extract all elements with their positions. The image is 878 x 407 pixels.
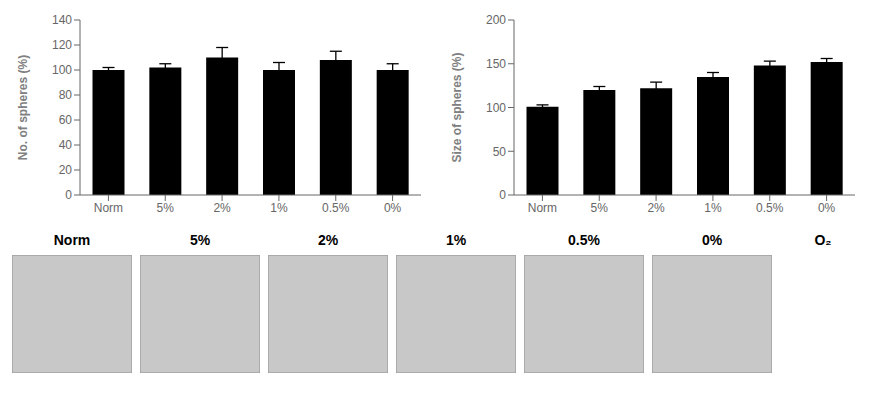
html-text:1%: 1% xyxy=(445,232,467,248)
svg-text:150: 150 xyxy=(486,57,506,71)
svg-text:200: 200 xyxy=(486,13,506,27)
svg-text:Size of spheres (%): Size of spheres (%) xyxy=(450,52,464,162)
html-text:0.5%: 0.5% xyxy=(568,232,600,248)
svg-text:No. of spheres (%): No. of spheres (%) xyxy=(16,55,30,160)
svg-text:100: 100 xyxy=(486,101,506,115)
svg-text:2%: 2% xyxy=(647,201,665,215)
svg-text:120: 120 xyxy=(52,38,72,52)
svg-text:1%: 1% xyxy=(270,201,288,215)
html-text:O₂: O₂ xyxy=(814,232,832,248)
svg-text:0%: 0% xyxy=(384,201,402,215)
svg-text:0%: 0% xyxy=(818,201,836,215)
svg-text:Norm: Norm xyxy=(94,201,123,215)
svg-text:40: 40 xyxy=(59,138,73,152)
html-text:0%: 0% xyxy=(701,232,723,248)
svg-text:80: 80 xyxy=(59,88,73,102)
svg-text:Norm: Norm xyxy=(528,201,557,215)
svg-text:1%: 1% xyxy=(704,201,722,215)
svg-text:140: 140 xyxy=(52,13,72,27)
html-text:2%: 2% xyxy=(317,232,339,248)
svg-text:2%: 2% xyxy=(213,201,231,215)
html-text:5%: 5% xyxy=(189,232,211,248)
svg-text:20: 20 xyxy=(59,163,73,177)
svg-text:100: 100 xyxy=(52,63,72,77)
svg-text:0.5%: 0.5% xyxy=(756,201,784,215)
svg-text:5%: 5% xyxy=(591,201,609,215)
html-text:Norm: Norm xyxy=(53,232,91,248)
svg-text:50: 50 xyxy=(493,145,507,159)
svg-text:0: 0 xyxy=(499,188,506,202)
svg-text:5%: 5% xyxy=(157,201,175,215)
svg-text:0: 0 xyxy=(65,188,72,202)
svg-text:60: 60 xyxy=(59,113,73,127)
svg-text:0.5%: 0.5% xyxy=(322,201,350,215)
